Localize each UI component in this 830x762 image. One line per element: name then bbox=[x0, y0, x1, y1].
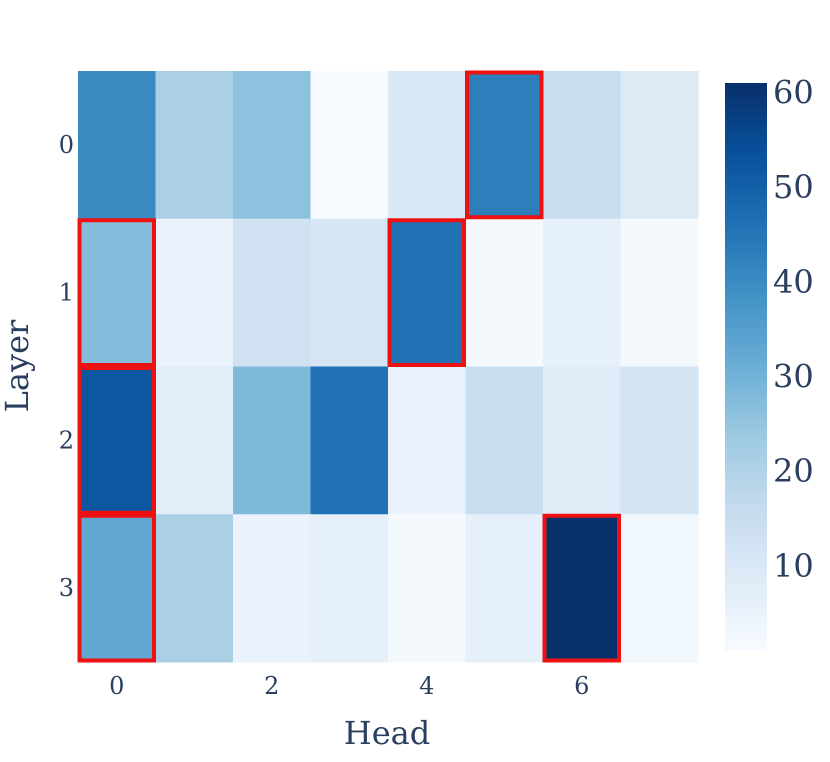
heatmap-cell-layer2-head0 bbox=[78, 366, 156, 515]
colorbar-ticks: 10 20 30 40 50 60 bbox=[773, 73, 814, 584]
highlight-box-layer2-head0 bbox=[77, 366, 156, 515]
heatmap-cell-layer0-head0 bbox=[78, 71, 156, 220]
heatmap-cell-layer2-head2 bbox=[233, 366, 311, 515]
heatmap-cell-layer2-head7 bbox=[620, 366, 699, 515]
heatmap-cell-layer3-head3 bbox=[310, 514, 389, 663]
x-axis-title: Head bbox=[344, 714, 430, 752]
highlight-boxes bbox=[77, 70, 621, 663]
heatmap-cell-layer1-head7 bbox=[620, 218, 699, 367]
heatmap-cell-layer3-head6 bbox=[543, 514, 621, 663]
heatmap-cell-layer1-head1 bbox=[155, 218, 234, 367]
heatmap-cell-layer0-head2 bbox=[233, 71, 311, 220]
heatmap-cell-layer1-head2 bbox=[233, 218, 311, 367]
heatmap-cell-layer1-head0 bbox=[78, 218, 156, 367]
colorbar bbox=[725, 83, 767, 651]
heatmap-cell-layer2-head5 bbox=[465, 366, 544, 515]
x-tick-label: 0 bbox=[109, 672, 124, 700]
heatmap-cell-layer1-head4 bbox=[388, 218, 466, 367]
heatmap-cell-layer3-head1 bbox=[155, 514, 234, 663]
heatmap-cell-layer3-head5 bbox=[465, 514, 544, 663]
heatmap-cell-layer2-head6 bbox=[543, 366, 621, 515]
colorbar-tick-label: 20 bbox=[773, 452, 814, 490]
heatmap-cell-layer0-head6 bbox=[543, 71, 621, 220]
x-axis-ticks: 0 2 4 6 bbox=[109, 672, 589, 700]
highlight-box-layer3-head0 bbox=[77, 513, 156, 663]
heatmap-cell-layer2-head1 bbox=[155, 366, 234, 515]
y-tick-label: 1 bbox=[59, 279, 74, 307]
heatmap-cell-layer0-head3 bbox=[310, 71, 389, 220]
heatmap-cell-layer0-head4 bbox=[388, 71, 466, 220]
highlight-box-layer1-head4 bbox=[387, 218, 466, 367]
heatmap-cell-layer3-head0 bbox=[78, 514, 156, 663]
heatmap-cell-layer1-head5 bbox=[465, 218, 544, 367]
highlight-box-layer3-head6 bbox=[542, 513, 621, 663]
heatmap-cell-layer3-head2 bbox=[233, 514, 311, 663]
colorbar-tick-label: 60 bbox=[773, 73, 814, 111]
y-tick-label: 3 bbox=[59, 574, 74, 602]
heatmap-cells bbox=[78, 71, 699, 663]
colorbar-tick-label: 10 bbox=[773, 547, 814, 585]
highlight-box-layer0-head5 bbox=[465, 70, 544, 220]
colorbar-tick-label: 30 bbox=[773, 357, 814, 395]
y-axis-title: Layer bbox=[0, 319, 36, 412]
heatmap-cell-layer2-head3 bbox=[310, 366, 389, 515]
y-axis-ticks: 0 1 2 3 bbox=[59, 131, 74, 602]
heatmap-cell-layer0-head5 bbox=[465, 71, 544, 220]
y-tick-label: 2 bbox=[59, 426, 74, 454]
y-tick-label: 0 bbox=[59, 131, 74, 159]
heatmap-cell-layer1-head6 bbox=[543, 218, 621, 367]
x-tick-label: 2 bbox=[264, 672, 279, 700]
heatmap-cell-layer1-head3 bbox=[310, 218, 389, 367]
heatmap-cell-layer2-head4 bbox=[388, 366, 466, 515]
highlight-box-layer1-head0 bbox=[77, 218, 156, 367]
colorbar-tick-label: 40 bbox=[773, 263, 814, 301]
x-tick-label: 4 bbox=[419, 672, 434, 700]
colorbar-tick-label: 50 bbox=[773, 168, 814, 206]
heatmap-cell-layer3-head4 bbox=[388, 514, 466, 663]
heatmap-cell-layer0-head7 bbox=[620, 71, 699, 220]
x-tick-label: 6 bbox=[574, 672, 589, 700]
heatmap-cell-layer3-head7 bbox=[620, 514, 699, 663]
heatmap-cell-layer0-head1 bbox=[155, 71, 234, 220]
